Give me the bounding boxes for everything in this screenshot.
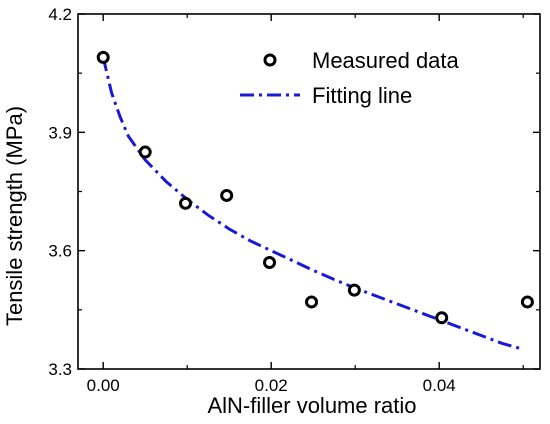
plot-frame: [77, 13, 541, 370]
legend-marker-measured: [263, 53, 277, 67]
data-point: [138, 145, 152, 159]
data-point: [435, 311, 449, 325]
data-point: [305, 295, 319, 309]
plot-area: [96, 50, 534, 351]
legend-label-measured: Measured data: [312, 48, 460, 73]
data-point: [347, 283, 361, 297]
data-point: [96, 50, 110, 64]
data-point: [520, 295, 534, 309]
y-tick-label: 3.6: [48, 242, 72, 261]
legend: Measured data Fitting line: [240, 48, 460, 108]
x-tick-label: 0.00: [87, 376, 120, 395]
y-tick-label: 4.2: [48, 5, 72, 24]
y-axis-title: Tensile strength (MPa): [2, 106, 27, 326]
data-point: [179, 196, 193, 210]
x-axis-title: AlN-filler volume ratio: [207, 393, 416, 418]
y-tick-label: 3.9: [48, 123, 72, 142]
axes: 0.00 0.02 0.04 3.3 3.6 3.9 4.2: [48, 5, 541, 395]
x-tick-label: 0.04: [423, 376, 456, 395]
x-tick-label: 0.02: [255, 376, 288, 395]
y-tick-label: 3.3: [48, 360, 72, 379]
legend-label-fit: Fitting line: [312, 83, 412, 108]
data-point: [263, 256, 277, 269]
data-point: [220, 188, 234, 202]
